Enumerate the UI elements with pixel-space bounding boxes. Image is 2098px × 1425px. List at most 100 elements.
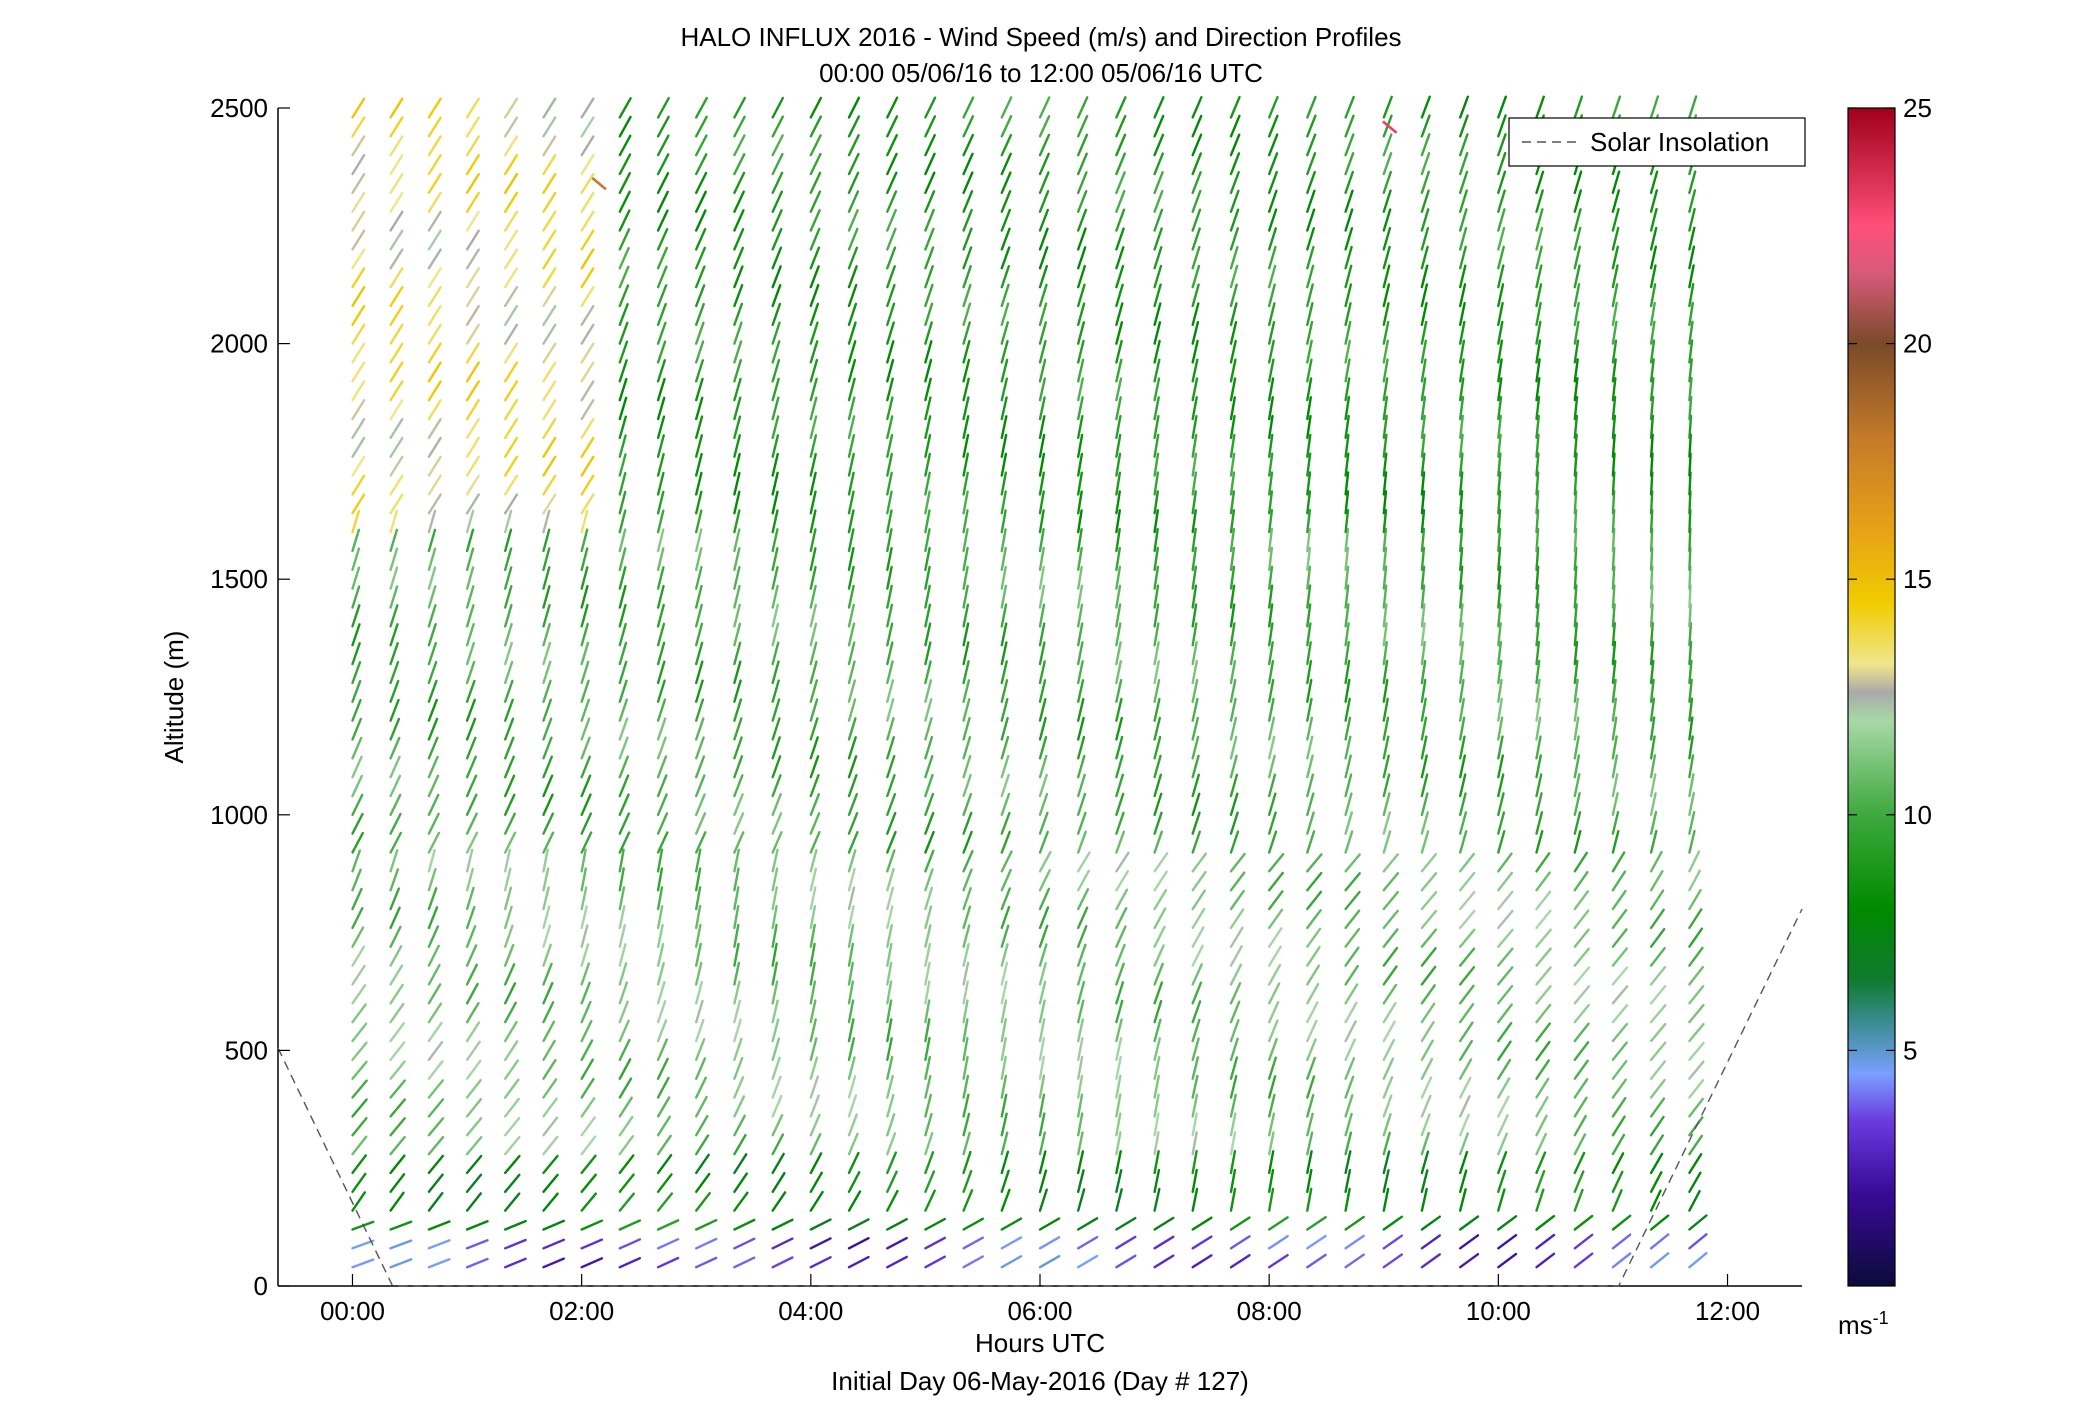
wind-barb: [1497, 984, 1514, 1005]
wind-barb: [733, 115, 746, 138]
wind-barb: [656, 848, 664, 873]
wind-barb: [771, 265, 782, 289]
wind-barb: [847, 584, 855, 609]
wind-barb: [1344, 584, 1350, 609]
wind-barb: [1420, 1076, 1433, 1099]
wind-barb: [1267, 792, 1277, 816]
wind-barb: [962, 660, 970, 685]
x-tick-label: 10:00: [1466, 1296, 1531, 1326]
wind-barb: [1306, 1168, 1313, 1194]
wind-barb: [656, 547, 665, 571]
wind-barb: [1344, 527, 1350, 553]
wind-barb: [886, 924, 893, 948]
wind-barb: [1573, 1114, 1587, 1137]
wind-barb: [542, 717, 553, 741]
wind-barb: [847, 849, 857, 873]
wind-barb: [886, 849, 896, 873]
wind-barb: [1573, 811, 1582, 835]
wind-barb: [580, 547, 589, 571]
wind-barb: [351, 1079, 368, 1099]
wind-barb: [1344, 208, 1354, 232]
wind-barb: [465, 1117, 483, 1137]
wind-barb: [1535, 1169, 1546, 1194]
wind-barb: [809, 1132, 822, 1156]
wind-barb: [1382, 811, 1392, 835]
wind-barb: [618, 434, 627, 458]
wind-barb: [1306, 227, 1316, 251]
wind-barb: [1076, 1217, 1099, 1231]
wind-barb: [1306, 320, 1314, 345]
wind-barb: [924, 603, 932, 628]
wind-barb: [580, 585, 589, 609]
wind-barb: [1458, 984, 1475, 1005]
wind-barb: [1076, 851, 1091, 873]
wind-barb: [962, 943, 970, 967]
wind-barb: [809, 302, 820, 326]
wind-barb: [542, 1097, 558, 1118]
wind-barb: [1076, 830, 1087, 854]
wind-barb: [1611, 471, 1616, 496]
wind-barb: [847, 396, 856, 421]
wind-barb: [1267, 170, 1278, 195]
wind-barb: [1267, 716, 1276, 741]
wind-barb: [427, 1173, 444, 1194]
wind-barb: [1076, 1150, 1085, 1175]
wind-barb: [542, 97, 557, 119]
wind-barb: [656, 943, 665, 967]
wind-barb: [1344, 773, 1353, 798]
wind-barb: [1344, 1020, 1357, 1043]
wind-barb: [1076, 490, 1083, 515]
wind-barb: [733, 566, 741, 590]
wind-barb: [1000, 1131, 1009, 1156]
wind-barb: [1038, 924, 1049, 948]
wind-barb: [1076, 698, 1085, 722]
wind-barb: [1000, 208, 1011, 232]
wind-barb: [618, 943, 627, 967]
wind-barb: [389, 964, 404, 986]
wind-barb: [886, 830, 897, 854]
wind-barb: [847, 547, 855, 571]
wind-barb: [1535, 283, 1543, 308]
wind-barb: [542, 191, 557, 213]
wind-barb: [1115, 870, 1130, 892]
wind-barb: [1497, 320, 1504, 345]
wind-barb: [1306, 358, 1313, 383]
wind-barb: [1267, 641, 1274, 666]
wind-barb: [695, 321, 705, 345]
wind-barb: [465, 135, 480, 157]
wind-barb: [389, 154, 404, 176]
wind-barb: [1229, 678, 1237, 703]
wind-barb: [389, 925, 402, 948]
wind-barb: [733, 359, 742, 383]
wind-barb: [656, 302, 667, 326]
wind-barb: [1076, 999, 1085, 1024]
wind-barb: [504, 1116, 521, 1137]
wind-barb: [1115, 1112, 1122, 1137]
wind-barb: [1191, 321, 1200, 345]
wind-barb: [1344, 830, 1354, 854]
wind-barb: [695, 812, 707, 835]
wind-barb: [504, 736, 515, 760]
wind-barb: [847, 340, 857, 364]
wind-barb: [542, 774, 554, 798]
wind-barb: [1497, 909, 1514, 930]
wind-barb: [1038, 152, 1050, 176]
wind-barb: [733, 490, 741, 515]
wind-barb: [618, 867, 625, 892]
wind-barb: [1229, 622, 1236, 647]
wind-barb: [542, 867, 550, 892]
wind-barb: [962, 999, 969, 1024]
wind-barb: [809, 603, 817, 628]
wind-barb: [1497, 508, 1502, 534]
wind-barb: [1382, 965, 1398, 986]
wind-barb: [1267, 773, 1277, 798]
wind-barb: [504, 248, 519, 270]
wind-barb: [1229, 697, 1237, 722]
wind-barb: [465, 380, 480, 402]
wind-barb: [1153, 396, 1160, 421]
wind-barb: [580, 679, 590, 703]
wind-barb: [504, 528, 513, 553]
wind-barb: [1420, 396, 1427, 421]
wind-barb: [351, 361, 366, 383]
wind-barb: [733, 509, 741, 534]
